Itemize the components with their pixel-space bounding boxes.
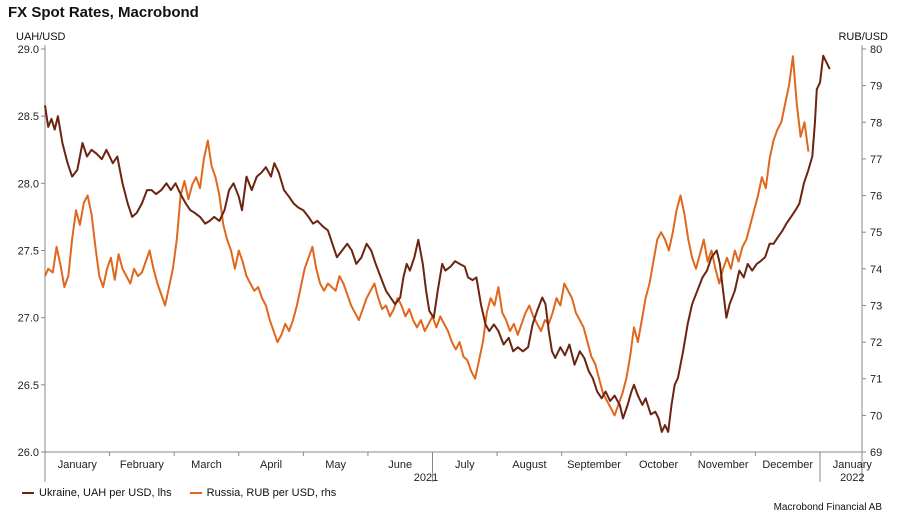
x-tick-label-10: November bbox=[698, 459, 749, 471]
right-tick-label-5: 74 bbox=[870, 264, 882, 276]
x-tick-label-9: October bbox=[639, 459, 678, 471]
x-tick-label-2: March bbox=[191, 459, 222, 471]
right-tick-label-0: 69 bbox=[870, 447, 882, 459]
x-tick-label-5: June bbox=[388, 459, 412, 471]
series-line-ukraine bbox=[44, 54, 831, 433]
left-axis-label: UAH/USD bbox=[16, 31, 66, 43]
x-tick-label-4: May bbox=[325, 459, 346, 471]
x-tick-label-7: August bbox=[512, 459, 546, 471]
right-tick-label-11: 80 bbox=[870, 44, 882, 56]
right-tick-label-8: 77 bbox=[870, 154, 882, 166]
right-tick-label-1: 70 bbox=[870, 410, 882, 422]
legend-swatch-russia bbox=[189, 492, 202, 494]
left-tick-label-1: 26.5 bbox=[18, 380, 39, 392]
x-tick-label-12: January bbox=[833, 459, 873, 471]
legend: Ukraine, UAH per USD, lhs Russia, RUB pe… bbox=[22, 487, 336, 499]
right-tick-label-2: 71 bbox=[870, 374, 882, 386]
left-tick-label-0: 26.0 bbox=[18, 447, 39, 459]
right-tick-label-4: 73 bbox=[870, 300, 882, 312]
right-tick-label-7: 76 bbox=[870, 191, 882, 203]
left-tick-label-3: 27.5 bbox=[18, 246, 39, 258]
source-footer: Macrobond Financial AB bbox=[773, 502, 882, 513]
right-tick-label-10: 79 bbox=[870, 81, 882, 93]
year-label-1: 2022 bbox=[840, 472, 864, 484]
x-tick-label-11: December bbox=[762, 459, 813, 471]
x-tick-label-6: July bbox=[455, 459, 475, 471]
right-tick-label-3: 72 bbox=[870, 337, 882, 349]
legend-label-ukraine: Ukraine, UAH per USD, lhs bbox=[39, 487, 172, 499]
year-label-0: 2021 bbox=[414, 472, 438, 484]
left-tick-label-2: 27.0 bbox=[18, 313, 39, 325]
legend-label-russia: Russia, RUB per USD, rhs bbox=[206, 487, 337, 499]
x-tick-label-0: January bbox=[58, 459, 98, 471]
left-tick-label-4: 28.0 bbox=[18, 178, 39, 190]
x-tick-label-1: February bbox=[120, 459, 165, 471]
legend-item-russia: Russia, RUB per USD, rhs bbox=[189, 487, 337, 499]
left-tick-label-6: 29.0 bbox=[18, 44, 39, 56]
chart-title: FX Spot Rates, Macrobond bbox=[8, 4, 199, 21]
right-axis-label: RUB/USD bbox=[838, 31, 888, 43]
left-tick-label-5: 28.5 bbox=[18, 111, 39, 123]
x-tick-label-3: April bbox=[260, 459, 282, 471]
legend-item-ukraine: Ukraine, UAH per USD, lhs bbox=[22, 487, 172, 499]
right-tick-label-9: 78 bbox=[870, 117, 882, 129]
legend-swatch-ukraine bbox=[22, 492, 34, 494]
series-line-russia bbox=[44, 55, 810, 417]
x-tick-label-8: September bbox=[567, 459, 621, 471]
right-tick-label-6: 75 bbox=[870, 227, 882, 239]
